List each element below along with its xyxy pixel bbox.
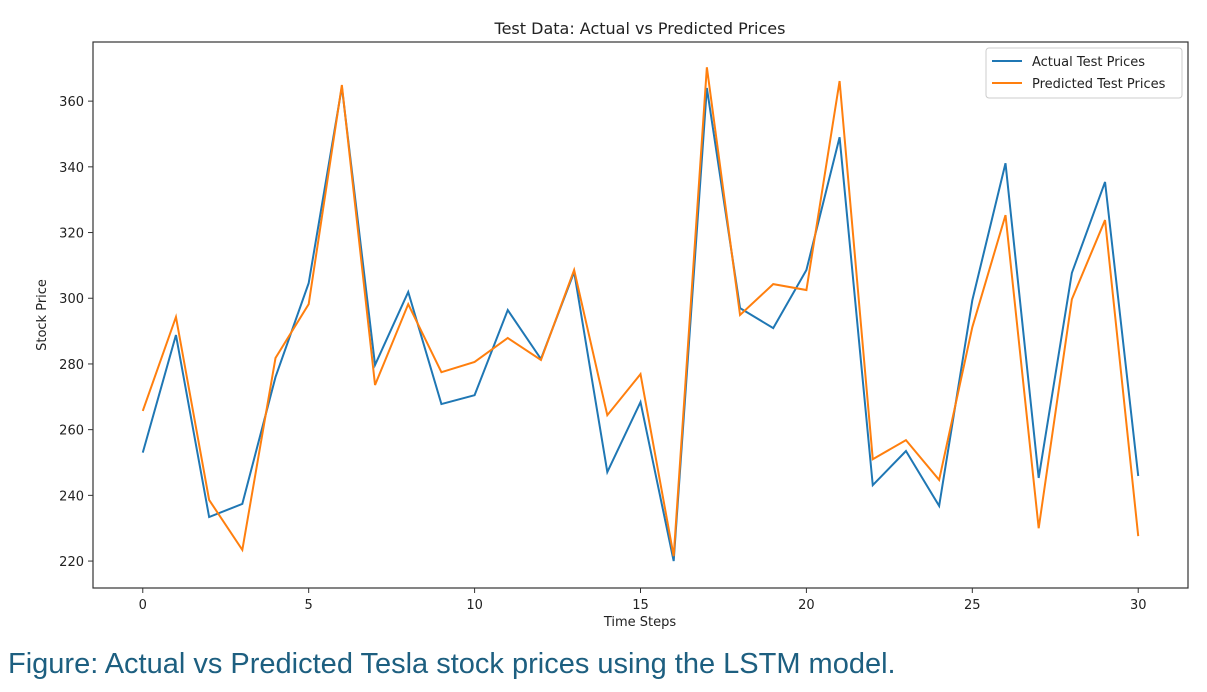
y-axis-label: Stock Price <box>35 279 50 351</box>
x-tick-label: 10 <box>466 598 483 613</box>
plot-frame <box>92 41 1189 589</box>
line-chart: Test Data: Actual vs Predicted Prices St… <box>35 19 1189 630</box>
x-tick-label: 15 <box>632 598 649 613</box>
y-tick-label: 320 <box>59 227 84 242</box>
y-tick-label: 260 <box>59 424 84 439</box>
series-line-predicted <box>141 67 1140 557</box>
figure-caption: Figure: Actual vs Predicted Tesla stock … <box>8 648 896 680</box>
series-line-actual <box>141 86 1140 562</box>
legend-label-actual: Actual Test Prices <box>1032 55 1145 70</box>
x-tick-label: 30 <box>1130 598 1147 613</box>
x-tick-label: 25 <box>964 598 981 613</box>
chart-title: Test Data: Actual vs Predicted Prices <box>494 19 786 38</box>
y-tick-label: 280 <box>59 358 84 373</box>
y-tick-label: 300 <box>59 292 84 307</box>
x-axis-label: Time Steps <box>603 615 677 630</box>
y-tick-label: 240 <box>59 489 84 504</box>
legend: Actual Test Prices Predicted Test Prices <box>985 47 1183 99</box>
legend-label-predicted: Predicted Test Prices <box>1032 77 1166 92</box>
figure: Test Data: Actual vs Predicted Prices St… <box>35 19 1189 630</box>
y-tick-label: 360 <box>59 95 84 110</box>
y-tick-label: 340 <box>59 161 84 176</box>
x-tick-label: 0 <box>139 598 147 613</box>
x-tick-label: 20 <box>798 598 815 613</box>
y-tick-label: 220 <box>59 555 84 570</box>
x-tick-label: 5 <box>305 598 313 613</box>
